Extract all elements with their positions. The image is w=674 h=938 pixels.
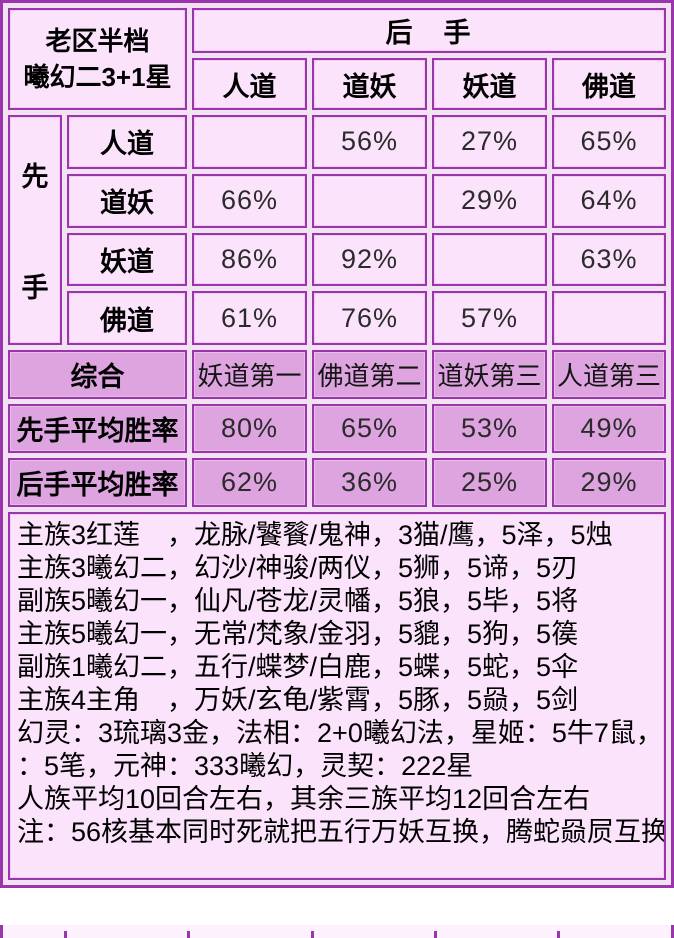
avg-value-cell: 36% <box>312 458 428 507</box>
column-header-rendao: 人道 <box>192 58 308 110</box>
row-label-daoyao: 道妖 <box>67 173 188 228</box>
ranking-cell: 人道第三 <box>552 350 667 399</box>
first-hand-header: 先 手 <box>8 115 62 345</box>
win-rate-cell: 61% <box>192 291 308 345</box>
note-line: 副族1曦幻二，五行/蝶梦/白鹿，5蝶，5蛇，5伞 <box>17 652 579 682</box>
note-line: 人族平均10回合左右，其余三族平均12回合左右 <box>17 784 591 814</box>
ranking-cell: 妖道第一 <box>192 350 308 399</box>
note-line: 注：56核基本同时死就把五行万妖互换，腾蛇赑屃互换 <box>17 817 667 847</box>
win-rate-cell <box>192 115 308 169</box>
next-table-column-tick <box>187 931 190 938</box>
note-line: ：5笔，元神：333曦幻，灵契：222星 <box>17 751 474 781</box>
win-rate-cell: 27% <box>432 115 548 169</box>
avg-value-cell: 53% <box>432 404 548 453</box>
win-rate-cell: 64% <box>552 173 667 228</box>
note-line: 主族4主角 ，万妖/玄龟/紫霄，5豚，5赑，5剑 <box>17 685 579 715</box>
rear-hand-header: 后 手 <box>192 8 667 53</box>
win-rate-cell: 29% <box>432 173 548 228</box>
first-hand-vertical-label: 先 手 <box>21 162 49 303</box>
win-rate-cell: 76% <box>312 291 428 345</box>
win-rate-cell: 86% <box>192 232 308 287</box>
note-line: 主族3红莲 ，龙脉/饕餮/鬼神，3猫/鹰，5泽，5烛 <box>17 520 613 550</box>
note-line: 幻灵：3琉璃3金，法相：2+0曦幻法，星姬：5牛7鼠，灵武 <box>17 718 667 748</box>
next-table-column-tick <box>311 931 314 938</box>
win-rate-cell: 65% <box>552 115 667 169</box>
note-line: 主族5曦幻一，无常/梵象/金羽，5貔，5狗，5篌 <box>17 619 579 649</box>
ranking-cell: 道妖第三 <box>432 350 548 399</box>
win-rate-cell: 63% <box>552 232 667 287</box>
win-rate-cell <box>552 291 667 345</box>
avg-value-cell: 49% <box>552 404 667 453</box>
next-table-column-tick <box>434 931 437 938</box>
column-header-yaodao: 妖道 <box>432 58 548 110</box>
win-rate-cell <box>432 232 548 287</box>
win-rate-cell: 57% <box>432 291 548 345</box>
next-table-top-edge <box>0 925 674 938</box>
row-label-yaodao: 妖道 <box>67 232 188 287</box>
avg-value-cell: 25% <box>432 458 548 507</box>
note-line: 副族5曦幻一，仙凡/苍龙/灵幡，5狼，5毕，5将 <box>17 586 579 616</box>
row-label-fodao: 佛道 <box>67 291 188 345</box>
summary-label: 综合 <box>8 350 188 399</box>
win-rate-table: 老区半档 曦幻二3+1星 后 手 人道 道妖 妖道 佛道 先 手 人道 56% … <box>0 0 674 888</box>
avg-value-cell: 62% <box>192 458 308 507</box>
win-rate-cell: 56% <box>312 115 428 169</box>
win-rate-cell <box>312 173 428 228</box>
row-label-rendao: 人道 <box>67 115 188 169</box>
next-table-column-tick <box>64 931 67 938</box>
second-move-avg-label: 后手平均胜率 <box>8 458 188 507</box>
corner-title-line1: 老区半档 <box>45 26 150 56</box>
ranking-cell: 佛道第二 <box>312 350 428 399</box>
corner-title-cell: 老区半档 曦幻二3+1星 <box>8 8 188 110</box>
avg-value-cell: 65% <box>312 404 428 453</box>
notes-block: 主族3红莲 ，龙脉/饕餮/鬼神，3猫/鹰，5泽，5烛 主族3曦幻二，幻沙/神骏/… <box>8 512 667 880</box>
column-header-fodao: 佛道 <box>552 58 667 110</box>
avg-value-cell: 80% <box>192 404 308 453</box>
win-rate-cell: 92% <box>312 232 428 287</box>
note-line: 主族3曦幻二，幻沙/神骏/两仪，5狮，5谛，5刃 <box>17 553 579 583</box>
corner-title-line2: 曦幻二3+1星 <box>23 62 172 92</box>
first-move-avg-label: 先手平均胜率 <box>8 404 188 453</box>
next-table-column-tick <box>557 931 560 938</box>
win-rate-cell: 66% <box>192 173 308 228</box>
avg-value-cell: 29% <box>552 458 667 507</box>
column-header-daoyao: 道妖 <box>312 58 428 110</box>
